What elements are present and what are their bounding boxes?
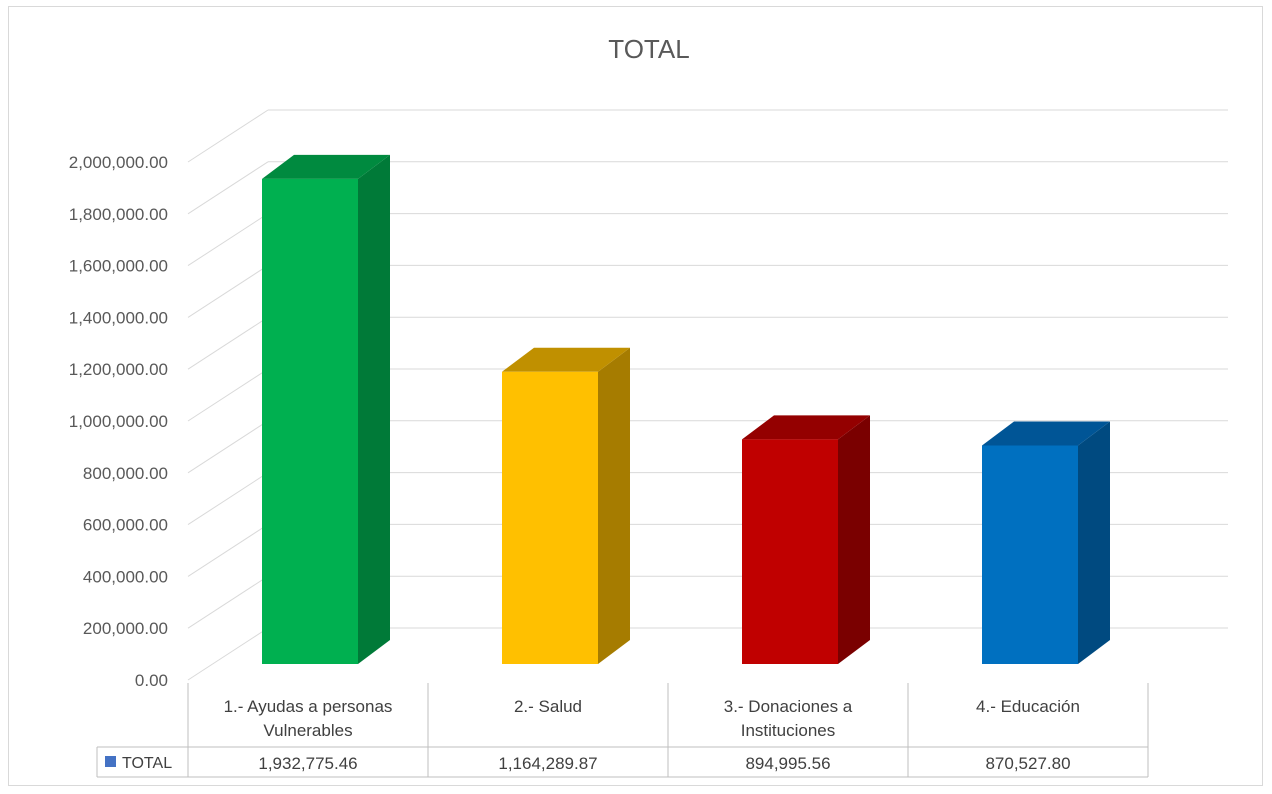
y-tick-label: 800,000.00 (83, 464, 168, 483)
bar-front (262, 178, 358, 664)
data-table: TOTAL 1.- Ayudas a personas Vulnerables 1,9… (96, 683, 1149, 778)
y-tick-label: 1,600,000.00 (69, 257, 168, 276)
gridline-depth (187, 575, 269, 629)
gridline-depth (187, 161, 269, 215)
bars (262, 154, 1110, 664)
y-tick-label: 1,200,000.00 (69, 360, 168, 379)
y-tick-label: 1,000,000.00 (69, 412, 168, 431)
y-axis-ticks: 0.00 200,000.00 400,000.00 600,000.00 800,00… (69, 153, 168, 690)
category-label: 1.- Ayudas a personas (224, 697, 393, 716)
y-tick-label: 600,000.00 (83, 516, 168, 535)
legend-label: TOTAL (122, 755, 172, 772)
y-tick-label: 0.00 (135, 671, 168, 690)
bar-side (1078, 421, 1110, 664)
gridline-depth (187, 213, 269, 267)
bar-front (742, 439, 838, 664)
bar-side (358, 154, 390, 664)
data-value-label: 1,932,775.46 (258, 754, 357, 773)
y-tick-label: 2,000,000.00 (69, 153, 168, 172)
bar-front (502, 371, 598, 664)
category-label: Instituciones (741, 721, 836, 740)
bar-top (262, 154, 390, 179)
bar (262, 154, 390, 664)
bar-side (598, 347, 630, 664)
data-value-label: 1,164,289.87 (498, 754, 597, 773)
data-value-label: 894,995.56 (745, 754, 830, 773)
gridline-depth (187, 420, 269, 474)
bar-front (982, 445, 1078, 664)
legend-swatch (105, 756, 116, 767)
gridline-depth (187, 316, 269, 370)
data-value-label: 870,527.80 (985, 754, 1070, 773)
bar-side (838, 415, 870, 664)
bar-top (982, 421, 1110, 446)
gridline-depth (187, 523, 269, 577)
bar (742, 415, 870, 664)
bar (982, 421, 1110, 664)
gridline-depth (187, 368, 269, 422)
category-label: 2.- Salud (514, 697, 582, 716)
category-label: Vulnerables (263, 721, 352, 740)
gridline-depth (187, 472, 269, 526)
category-label: 3.- Donaciones a (724, 697, 853, 716)
gridline-depth (187, 109, 269, 163)
gridline-depth (187, 264, 269, 318)
bar-top (502, 347, 630, 372)
bar (502, 347, 630, 664)
y-tick-label: 1,400,000.00 (69, 308, 168, 327)
y-tick-label: 1,800,000.00 (69, 205, 168, 224)
y-tick-label: 200,000.00 (83, 619, 168, 638)
gridline-depth (187, 627, 269, 681)
category-label: 4.- Educación (976, 697, 1080, 716)
y-tick-label: 400,000.00 (83, 567, 168, 586)
bar-top (742, 415, 870, 440)
chart-title: TOTAL (608, 34, 689, 64)
